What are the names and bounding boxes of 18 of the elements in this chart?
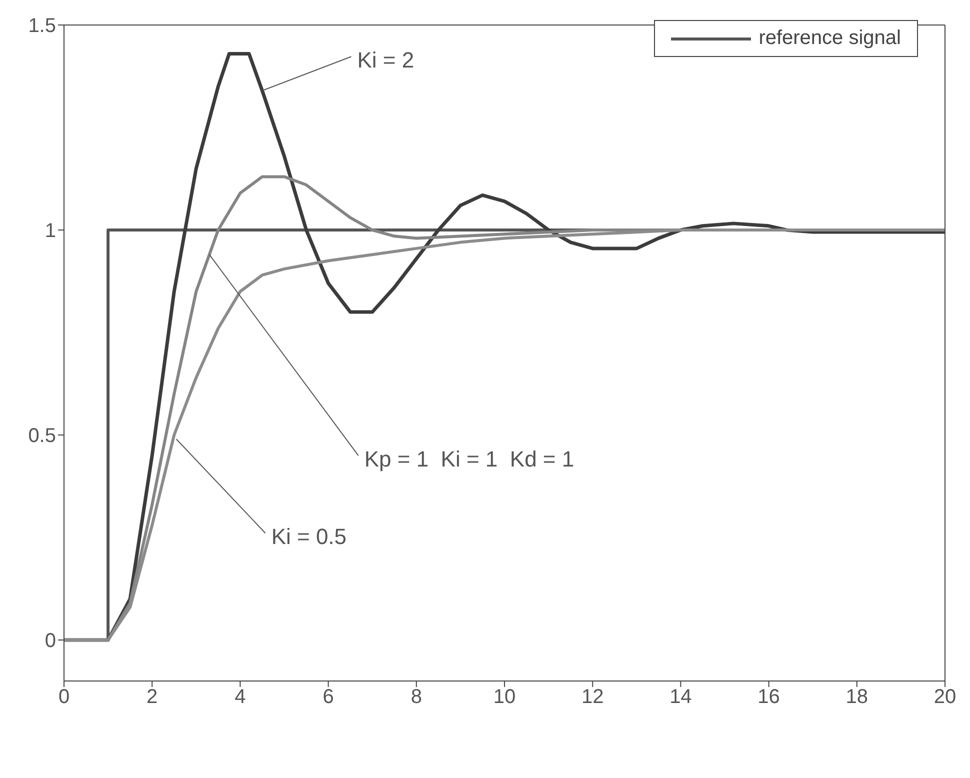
x-tick-label: 14	[670, 686, 692, 708]
x-tick-label: 18	[846, 686, 868, 708]
y-tick-label: 1.5	[28, 15, 56, 38]
legend-label: reference signal	[758, 27, 901, 50]
x-tick-label: 8	[410, 686, 422, 708]
y-tick-label: 0.5	[28, 425, 56, 448]
y-tick-label: 0	[44, 630, 56, 652]
x-tick-label: 4	[234, 686, 246, 708]
x-tick-label: 20	[934, 686, 956, 708]
x-tick-label: 2	[146, 686, 158, 708]
x-tick-label: 12	[581, 686, 604, 708]
annotation: Ki = 0.5	[271, 524, 347, 550]
annotation: Ki = 2	[357, 48, 414, 73]
x-tick-label: 6	[322, 686, 334, 708]
x-tick-label: 16	[758, 686, 780, 708]
y-tick-label: 1	[44, 220, 56, 242]
x-tick-label: 10	[493, 686, 516, 708]
annotation: Kp = 1 Ki = 1 Kd = 1	[364, 446, 574, 472]
